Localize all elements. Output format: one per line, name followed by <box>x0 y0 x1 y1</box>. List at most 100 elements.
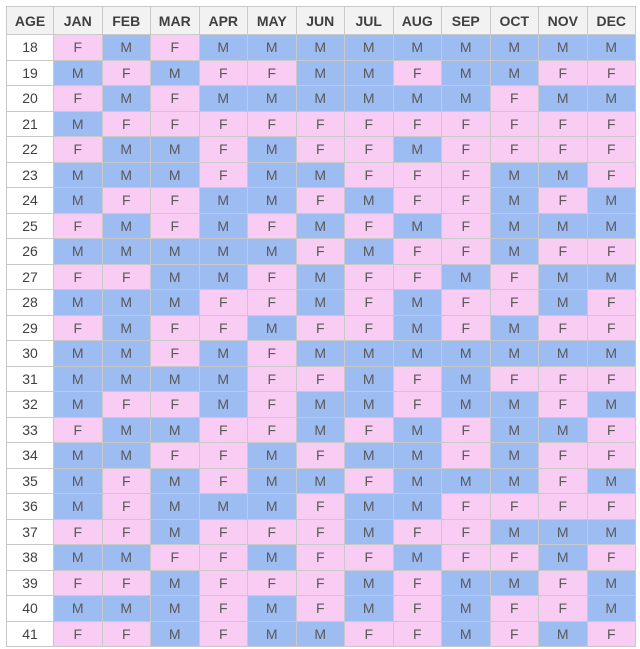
gender-cell: M <box>101 416 151 443</box>
gender-cell: F <box>489 110 539 137</box>
gender-cell: F <box>441 442 491 469</box>
age-cell: 25 <box>6 212 54 239</box>
gender-cell: M <box>295 620 345 647</box>
gender-cell: M <box>538 85 588 112</box>
gender-cell: F <box>150 544 200 571</box>
gender-cell: M <box>489 212 539 239</box>
gender-cell: M <box>295 416 345 443</box>
gender-cell: M <box>489 467 539 494</box>
gender-cell: M <box>101 544 151 571</box>
gender-cell: F <box>198 416 248 443</box>
gender-cell: M <box>150 595 200 622</box>
gender-cell: F <box>441 110 491 137</box>
gender-cell: F <box>53 314 103 341</box>
age-cell: 36 <box>6 493 54 520</box>
gender-cell: F <box>441 136 491 163</box>
gender-cell: M <box>441 365 491 392</box>
gender-cell: F <box>295 442 345 469</box>
gender-cell: F <box>392 620 442 647</box>
table-row: 41 F F M F M M F F M F M F <box>6 620 636 647</box>
table-row: 35 M F M F M M F M M M F M <box>6 467 636 494</box>
gender-cell: F <box>392 595 442 622</box>
gender-cell: F <box>489 493 539 520</box>
gender-cell: F <box>247 340 297 367</box>
gender-cell: M <box>586 467 636 494</box>
gender-cell: M <box>586 34 636 61</box>
age-cell: 20 <box>6 85 54 112</box>
gender-cell: F <box>150 314 200 341</box>
gender-cell: F <box>295 569 345 596</box>
gender-cell: M <box>295 212 345 239</box>
gender-cell: F <box>441 416 491 443</box>
gender-cell: F <box>198 467 248 494</box>
gender-cell: M <box>53 595 103 622</box>
gender-cell: M <box>247 85 297 112</box>
gender-cell: M <box>392 314 442 341</box>
gender-cell: F <box>344 289 394 316</box>
gender-cell: M <box>489 187 539 214</box>
gender-cell: F <box>101 467 151 494</box>
gender-cell: M <box>53 391 103 418</box>
gender-cell: M <box>392 442 442 469</box>
gender-cell: F <box>538 59 588 86</box>
header-month-nov: NOV <box>538 6 588 35</box>
gender-cell: M <box>441 340 491 367</box>
gender-cell: F <box>392 238 442 265</box>
gender-cell: M <box>247 493 297 520</box>
gender-cell: M <box>538 340 588 367</box>
gender-cell: F <box>586 365 636 392</box>
gender-cell: M <box>150 620 200 647</box>
gender-cell: F <box>295 595 345 622</box>
gender-cell: M <box>101 289 151 316</box>
gender-cell: F <box>538 314 588 341</box>
gender-cell: M <box>538 34 588 61</box>
gender-cell: F <box>586 620 636 647</box>
gender-cell: M <box>247 314 297 341</box>
gender-cell: F <box>586 161 636 188</box>
gender-cell: M <box>586 518 636 545</box>
gender-cell: M <box>586 263 636 290</box>
gender-cell: M <box>247 238 297 265</box>
gender-cell: F <box>198 110 248 137</box>
gender-cell: F <box>198 544 248 571</box>
gender-cell: M <box>489 442 539 469</box>
gender-cell: M <box>586 340 636 367</box>
gender-cell: M <box>198 365 248 392</box>
gender-cell: M <box>198 212 248 239</box>
gender-cell: M <box>344 569 394 596</box>
gender-cell: M <box>344 442 394 469</box>
gender-cell: F <box>101 518 151 545</box>
gender-cell: F <box>101 620 151 647</box>
gender-cell: F <box>586 442 636 469</box>
gender-cell: M <box>441 263 491 290</box>
gender-cell: M <box>198 263 248 290</box>
header-month-may: MAY <box>247 6 297 35</box>
gender-cell: M <box>538 289 588 316</box>
gender-cell: F <box>538 595 588 622</box>
gender-cell: F <box>150 85 200 112</box>
gender-cell: F <box>538 110 588 137</box>
gender-cell: M <box>247 544 297 571</box>
gender-cell: M <box>489 161 539 188</box>
gender-cell: M <box>247 136 297 163</box>
age-cell: 18 <box>6 34 54 61</box>
gender-cell: F <box>198 518 248 545</box>
gender-cell: M <box>53 544 103 571</box>
gender-cell: F <box>198 59 248 86</box>
gender-cell: F <box>198 595 248 622</box>
age-cell: 29 <box>6 314 54 341</box>
header-row: AGE JAN FEB MAR APR MAY JUN JUL AUG SEP OCT NOV DEC <box>6 6 636 35</box>
gender-cell: M <box>586 187 636 214</box>
gender-cell: F <box>198 569 248 596</box>
gender-cell: F <box>441 314 491 341</box>
gender-cell: M <box>344 187 394 214</box>
gender-cell: F <box>101 187 151 214</box>
gender-cell: F <box>101 391 151 418</box>
gender-cell: F <box>489 136 539 163</box>
gender-cell: F <box>489 595 539 622</box>
age-cell: 30 <box>6 340 54 367</box>
gender-cell: F <box>586 416 636 443</box>
gender-cell: M <box>101 212 151 239</box>
gender-cell: F <box>150 187 200 214</box>
gender-cell: M <box>295 59 345 86</box>
